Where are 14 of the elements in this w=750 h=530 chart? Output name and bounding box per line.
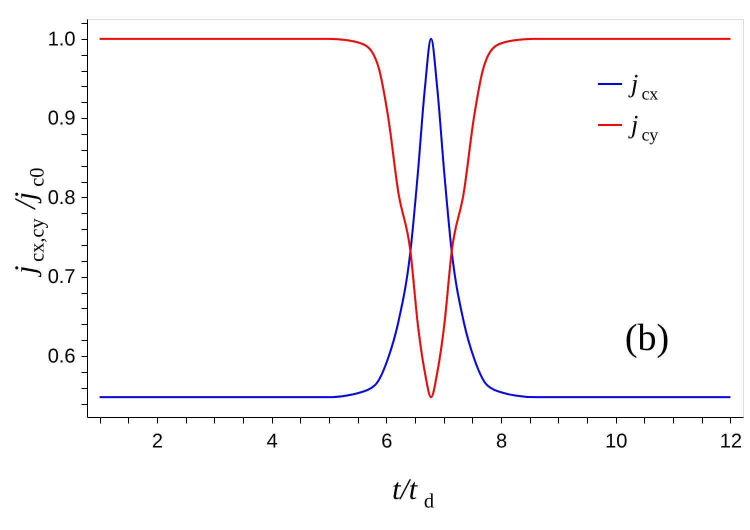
y-axis-title: jcx,cy/jc0 xyxy=(9,168,48,278)
y-tick-label: 0.7 xyxy=(48,266,76,288)
x-tick-label: 8 xyxy=(496,430,508,452)
y-tick-label: 0.9 xyxy=(48,108,76,130)
annotation: (b) xyxy=(624,317,670,359)
y-tick-label: 0.8 xyxy=(48,186,76,209)
line-series xyxy=(98,38,732,398)
x-tick-label: 2 xyxy=(152,430,164,452)
y-tick-label: 1.0 xyxy=(48,28,76,50)
y-tick-label: 0.6 xyxy=(48,345,76,368)
x-tick-label: 10 xyxy=(605,430,628,452)
x-tick-label: 4 xyxy=(266,430,278,452)
x-tick-label: 12 xyxy=(720,430,742,452)
x-tick-label: 6 xyxy=(381,430,392,452)
